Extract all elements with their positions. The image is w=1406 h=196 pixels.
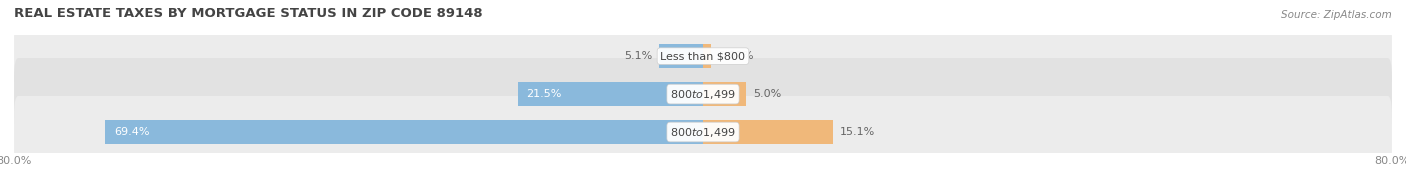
Bar <box>703 120 832 144</box>
Text: Less than $800: Less than $800 <box>661 51 745 61</box>
FancyBboxPatch shape <box>14 20 1392 92</box>
Bar <box>659 44 703 68</box>
FancyBboxPatch shape <box>14 58 1392 130</box>
Text: 0.92%: 0.92% <box>718 51 754 61</box>
Bar <box>105 120 703 144</box>
Text: Source: ZipAtlas.com: Source: ZipAtlas.com <box>1281 10 1392 20</box>
FancyBboxPatch shape <box>14 96 1392 168</box>
Text: 5.1%: 5.1% <box>624 51 652 61</box>
Text: 69.4%: 69.4% <box>114 127 149 137</box>
Text: 15.1%: 15.1% <box>839 127 875 137</box>
Text: 21.5%: 21.5% <box>526 89 562 99</box>
Text: $800 to $1,499: $800 to $1,499 <box>671 88 735 101</box>
Text: 5.0%: 5.0% <box>754 89 782 99</box>
Bar <box>703 82 747 106</box>
Text: REAL ESTATE TAXES BY MORTGAGE STATUS IN ZIP CODE 89148: REAL ESTATE TAXES BY MORTGAGE STATUS IN … <box>14 7 482 20</box>
Text: $800 to $1,499: $800 to $1,499 <box>671 125 735 139</box>
Bar <box>517 82 703 106</box>
Bar <box>703 44 711 68</box>
